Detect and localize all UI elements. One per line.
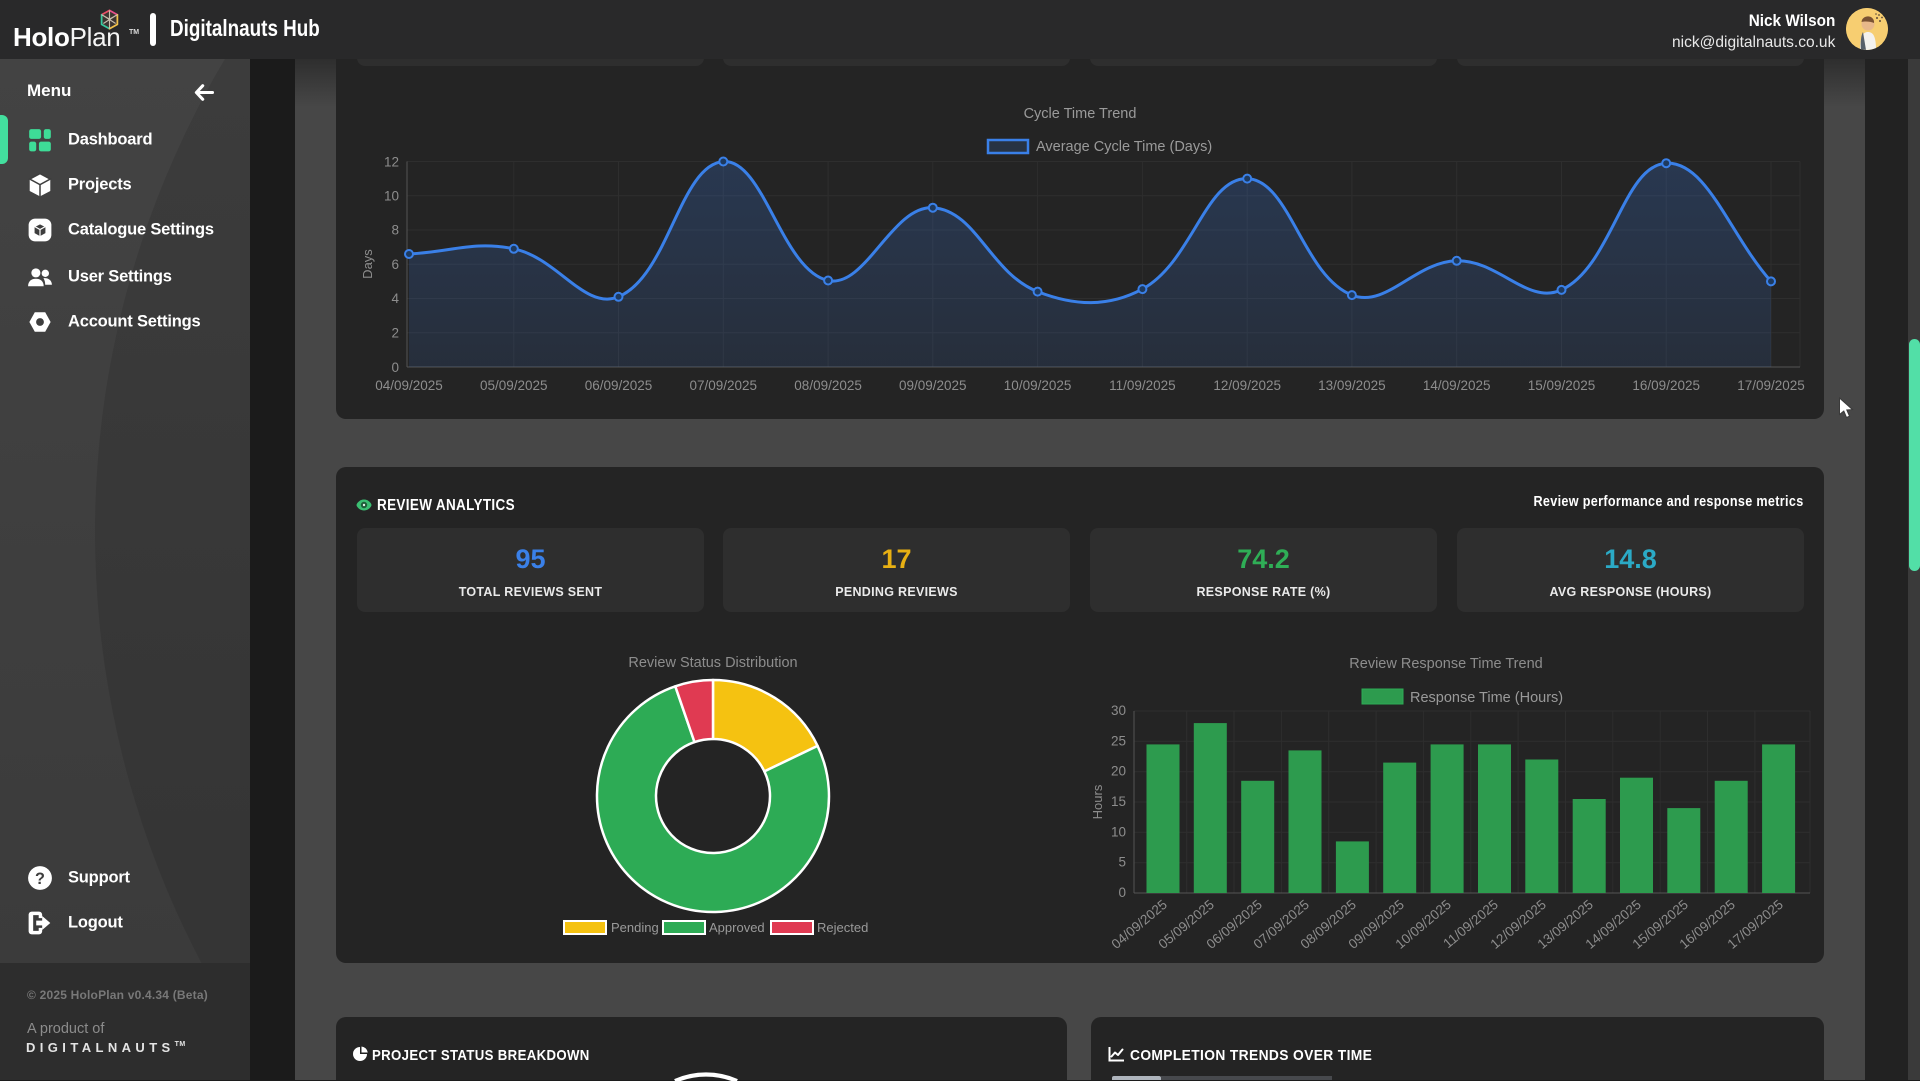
svg-text:Hours: Hours	[1090, 784, 1105, 819]
svg-text:10/09/2025: 10/09/2025	[1004, 378, 1072, 393]
svg-text:11/09/2025: 11/09/2025	[1109, 378, 1176, 393]
svg-text:5: 5	[1118, 855, 1126, 870]
svg-text:07/09/2025: 07/09/2025	[690, 378, 758, 393]
svg-text:Pending: Pending	[611, 920, 659, 935]
svg-text:08/09/2025: 08/09/2025	[794, 378, 862, 393]
svg-text:10: 10	[1111, 824, 1126, 839]
svg-text:6: 6	[391, 257, 399, 272]
svg-text:Rejected: Rejected	[817, 920, 868, 935]
svg-text:10: 10	[384, 189, 399, 204]
svg-text:04/09/2025: 04/09/2025	[375, 378, 443, 393]
svg-text:06/09/2025: 06/09/2025	[585, 378, 653, 393]
svg-text:0: 0	[1118, 885, 1126, 900]
svg-text:13/09/2025: 13/09/2025	[1318, 378, 1386, 393]
svg-text:4: 4	[391, 291, 399, 306]
svg-text:14/09/2025: 14/09/2025	[1423, 378, 1491, 393]
svg-text:15: 15	[1111, 794, 1126, 809]
svg-text:25: 25	[1111, 733, 1126, 748]
svg-text:Approved: Approved	[709, 920, 765, 935]
svg-text:2: 2	[391, 326, 399, 341]
svg-text:05/09/2025: 05/09/2025	[480, 378, 548, 393]
svg-text:Review Response Time Trend: Review Response Time Trend	[1349, 656, 1542, 672]
svg-text:Cycle Time Trend: Cycle Time Trend	[1024, 106, 1137, 122]
svg-text:17/09/2025: 17/09/2025	[1737, 378, 1805, 393]
svg-text:12: 12	[384, 154, 399, 169]
svg-text:?: ?	[35, 870, 45, 888]
svg-text:Average Cycle Time (Days): Average Cycle Time (Days)	[1036, 139, 1212, 155]
svg-text:0: 0	[391, 360, 399, 375]
svg-text:Days: Days	[360, 249, 375, 279]
svg-text:30: 30	[1111, 703, 1126, 718]
svg-text:8: 8	[391, 223, 399, 238]
svg-text:16/09/2025: 16/09/2025	[1632, 378, 1700, 393]
svg-text:Response Time (Hours): Response Time (Hours)	[1410, 690, 1563, 706]
svg-text:Review Status Distribution: Review Status Distribution	[628, 655, 797, 671]
svg-text:12/09/2025: 12/09/2025	[1213, 378, 1281, 393]
svg-text:09/09/2025: 09/09/2025	[899, 378, 967, 393]
svg-text:20: 20	[1111, 764, 1126, 779]
svg-text:15/09/2025: 15/09/2025	[1528, 378, 1596, 393]
